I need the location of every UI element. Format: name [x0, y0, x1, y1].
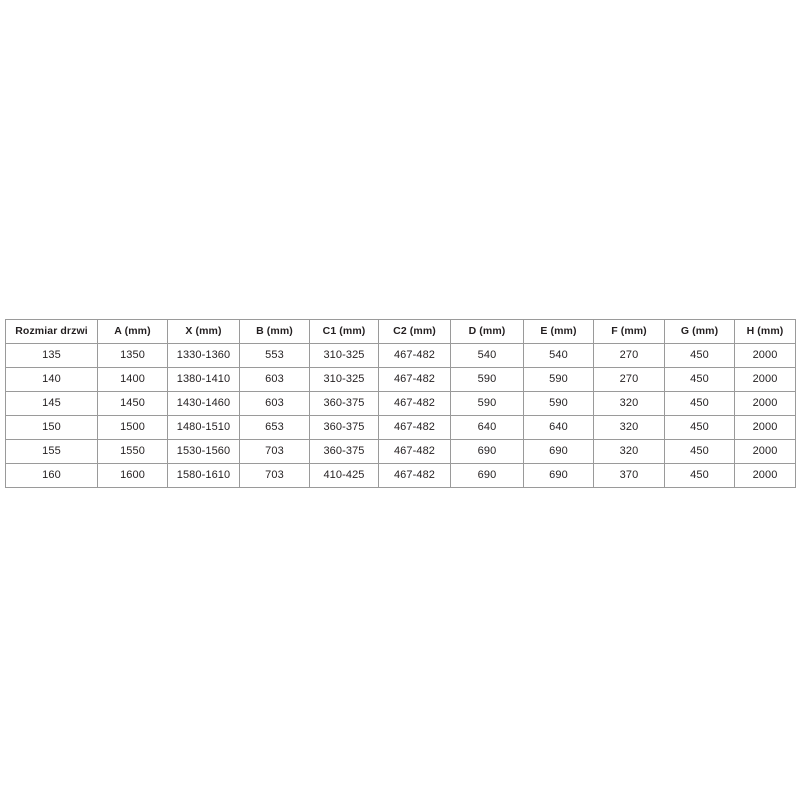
cell-x: 1580-1610 — [167, 463, 240, 488]
cell-rozmiar-drzwi: 145 — [5, 391, 98, 416]
cell-g: 450 — [664, 343, 735, 368]
cell-x: 1430-1460 — [167, 391, 240, 416]
column-header-rozmiar-drzwi: Rozmiar drzwi — [5, 319, 98, 344]
column-header-e: E (mm) — [523, 319, 594, 344]
cell-b: 603 — [239, 367, 310, 392]
cell-f: 320 — [593, 391, 665, 416]
table-header-row: Rozmiar drzwi A (mm) X (mm) B (mm) C1 (m… — [5, 319, 796, 344]
table-header: Rozmiar drzwi A (mm) X (mm) B (mm) C1 (m… — [5, 319, 796, 344]
cell-c2: 467-482 — [378, 367, 451, 392]
cell-e: 690 — [523, 439, 594, 464]
cell-x: 1530-1560 — [167, 439, 240, 464]
cell-d: 690 — [450, 439, 524, 464]
table-row: 140 1400 1380-1410 603 310-325 467-482 5… — [5, 367, 796, 392]
cell-a: 1400 — [97, 367, 168, 392]
cell-e: 690 — [523, 463, 594, 488]
cell-x: 1480-1510 — [167, 415, 240, 440]
cell-c1: 360-375 — [309, 391, 379, 416]
cell-c2: 467-482 — [378, 343, 451, 368]
column-header-x: X (mm) — [167, 319, 240, 344]
cell-e: 590 — [523, 391, 594, 416]
cell-g: 450 — [664, 367, 735, 392]
cell-f: 370 — [593, 463, 665, 488]
cell-d: 590 — [450, 391, 524, 416]
cell-x: 1330-1360 — [167, 343, 240, 368]
cell-a: 1550 — [97, 439, 168, 464]
cell-c2: 467-482 — [378, 391, 451, 416]
cell-rozmiar-drzwi: 160 — [5, 463, 98, 488]
cell-b: 553 — [239, 343, 310, 368]
cell-c1: 410-425 — [309, 463, 379, 488]
column-header-g: G (mm) — [664, 319, 735, 344]
cell-e: 590 — [523, 367, 594, 392]
shower-door-dimensions-table: Rozmiar drzwi A (mm) X (mm) B (mm) C1 (m… — [5, 319, 796, 488]
cell-d: 540 — [450, 343, 524, 368]
cell-b: 603 — [239, 391, 310, 416]
cell-h: 2000 — [734, 439, 796, 464]
column-header-h: H (mm) — [734, 319, 796, 344]
cell-b: 703 — [239, 439, 310, 464]
cell-c2: 467-482 — [378, 463, 451, 488]
cell-h: 2000 — [734, 463, 796, 488]
cell-h: 2000 — [734, 367, 796, 392]
column-header-c1: C1 (mm) — [309, 319, 379, 344]
cell-rozmiar-drzwi: 155 — [5, 439, 98, 464]
column-header-d: D (mm) — [450, 319, 524, 344]
table-row: 155 1550 1530-1560 703 360-375 467-482 6… — [5, 439, 796, 464]
cell-a: 1350 — [97, 343, 168, 368]
cell-h: 2000 — [734, 415, 796, 440]
cell-c1: 310-325 — [309, 343, 379, 368]
cell-rozmiar-drzwi: 135 — [5, 343, 98, 368]
cell-f: 270 — [593, 343, 665, 368]
cell-c1: 310-325 — [309, 367, 379, 392]
column-header-b: B (mm) — [239, 319, 310, 344]
cell-c1: 360-375 — [309, 439, 379, 464]
cell-c1: 360-375 — [309, 415, 379, 440]
table-row: 135 1350 1330-1360 553 310-325 467-482 5… — [5, 343, 796, 368]
cell-c2: 467-482 — [378, 439, 451, 464]
cell-rozmiar-drzwi: 150 — [5, 415, 98, 440]
table-row: 160 1600 1580-1610 703 410-425 467-482 6… — [5, 463, 796, 488]
cell-d: 590 — [450, 367, 524, 392]
cell-g: 450 — [664, 391, 735, 416]
cell-h: 2000 — [734, 343, 796, 368]
cell-b: 703 — [239, 463, 310, 488]
table-row: 150 1500 1480-1510 653 360-375 467-482 6… — [5, 415, 796, 440]
cell-g: 450 — [664, 463, 735, 488]
column-header-f: F (mm) — [593, 319, 665, 344]
column-header-c2: C2 (mm) — [378, 319, 451, 344]
cell-g: 450 — [664, 439, 735, 464]
column-header-a: A (mm) — [97, 319, 168, 344]
cell-a: 1500 — [97, 415, 168, 440]
cell-c2: 467-482 — [378, 415, 451, 440]
cell-d: 690 — [450, 463, 524, 488]
spec-table-container: Rozmiar drzwi A (mm) X (mm) B (mm) C1 (m… — [5, 319, 796, 488]
cell-a: 1450 — [97, 391, 168, 416]
cell-e: 540 — [523, 343, 594, 368]
cell-f: 270 — [593, 367, 665, 392]
cell-e: 640 — [523, 415, 594, 440]
cell-b: 653 — [239, 415, 310, 440]
cell-a: 1600 — [97, 463, 168, 488]
table-body: 135 1350 1330-1360 553 310-325 467-482 5… — [5, 343, 796, 488]
cell-g: 450 — [664, 415, 735, 440]
cell-x: 1380-1410 — [167, 367, 240, 392]
cell-f: 320 — [593, 415, 665, 440]
table-row: 145 1450 1430-1460 603 360-375 467-482 5… — [5, 391, 796, 416]
cell-d: 640 — [450, 415, 524, 440]
cell-f: 320 — [593, 439, 665, 464]
cell-rozmiar-drzwi: 140 — [5, 367, 98, 392]
cell-h: 2000 — [734, 391, 796, 416]
